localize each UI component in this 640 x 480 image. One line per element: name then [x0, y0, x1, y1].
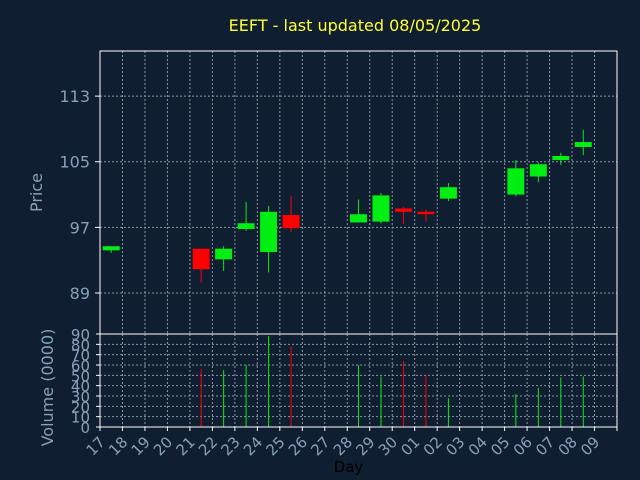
volume-tick-label: 60	[71, 357, 90, 375]
volume-grid	[100, 334, 617, 427]
candle-body	[350, 214, 367, 223]
candle-body	[529, 164, 547, 177]
price-tick-labels: 89 97 105 113	[59, 87, 100, 303]
candle-body	[507, 168, 525, 195]
candle-body	[260, 211, 278, 252]
volume-tick-label: 70	[71, 347, 90, 365]
volume-tick-label: 0	[80, 419, 90, 437]
price-tick-label: 105	[59, 153, 90, 172]
chart-title: EEFT - last updated 08/05/2025	[229, 16, 482, 35]
candle-body	[394, 208, 412, 212]
candle-body	[237, 223, 255, 230]
volume-axis-label: Volume (0000)	[38, 329, 57, 447]
candle-body	[192, 248, 210, 270]
price-tick-label: 89	[70, 284, 90, 303]
volume-tick-label: 80	[71, 336, 90, 354]
volume-tick-label: 10	[71, 409, 90, 427]
candle-body	[552, 155, 570, 161]
price-tick-label: 113	[59, 87, 90, 106]
day-axis-label: Day	[334, 458, 364, 476]
volume-panel-frame	[99, 333, 618, 428]
volume-tick-label: 30	[71, 388, 90, 406]
candle-body	[282, 215, 300, 229]
price-axis-label: Price	[27, 173, 46, 212]
price-grid	[100, 51, 617, 334]
candle-body	[102, 246, 120, 251]
candle-body	[417, 211, 435, 215]
volume-tick-label: 20	[71, 398, 90, 416]
volume-bars	[200, 336, 584, 427]
price-tick-label: 97	[70, 218, 90, 237]
candle-body	[372, 195, 390, 222]
volume-tick-label: 90	[71, 326, 90, 344]
volume-tick-label: 40	[71, 378, 90, 396]
candle-body	[439, 187, 457, 199]
candle-body	[215, 248, 233, 260]
candle-body	[574, 142, 592, 147]
volume-tick-label: 50	[71, 367, 90, 385]
price-candles	[102, 129, 592, 283]
